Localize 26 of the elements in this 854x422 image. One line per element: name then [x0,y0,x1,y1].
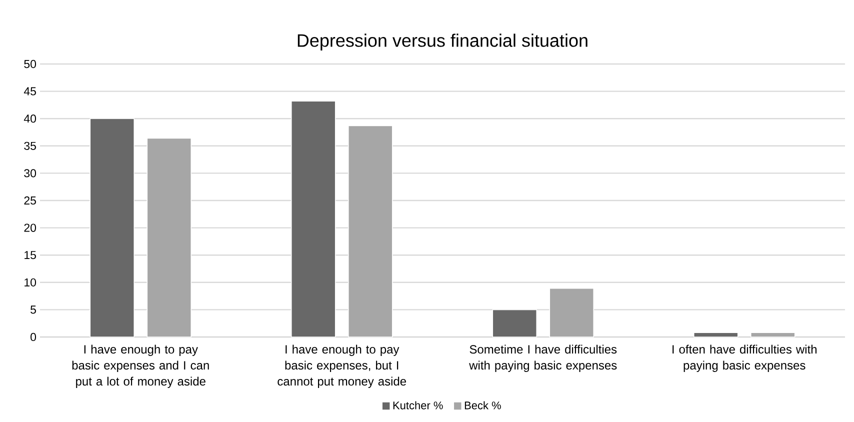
bar [693,332,738,338]
bar [348,125,393,338]
x-tick-label: I have enough to pay basic expenses and I can put a lot of money aside [72,344,209,388]
bar [750,332,796,338]
x-tick-label: I often have difficulties with paying basic expenses [672,344,817,372]
y-tick-label: 35 [24,142,36,150]
x-tick-label: Sometime I have difficulties with paying basic expenses [469,344,617,372]
bar [146,138,192,338]
bar [290,100,336,338]
x-tick-label: I have enough to pay basic expenses, but I cannot put money aside [278,344,406,388]
bar [90,118,135,338]
legend-label: Kutcher % [393,401,443,410]
y-tick-label: 0 [30,332,36,342]
y-tick-label: 5 [30,306,36,314]
y-tick-label: 45 [24,87,36,96]
y-tick-label: 10 [24,278,36,286]
y-tick-label: 20 [24,224,36,232]
legend-label: Beck % [464,401,501,410]
y-tick-label: 30 [24,169,36,178]
y-tick-label: 25 [24,196,36,205]
y-tick-label: 15 [24,251,36,260]
y-tick-label: 40 [24,114,36,123]
bar [492,309,538,338]
bar [549,288,594,338]
chart-title: Depression versus financial situation [298,34,588,50]
y-tick-label: 50 [24,60,36,68]
